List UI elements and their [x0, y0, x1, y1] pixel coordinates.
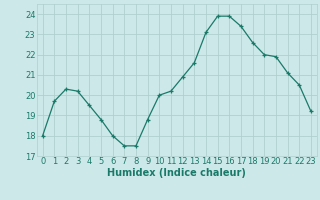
- X-axis label: Humidex (Indice chaleur): Humidex (Indice chaleur): [108, 168, 246, 178]
